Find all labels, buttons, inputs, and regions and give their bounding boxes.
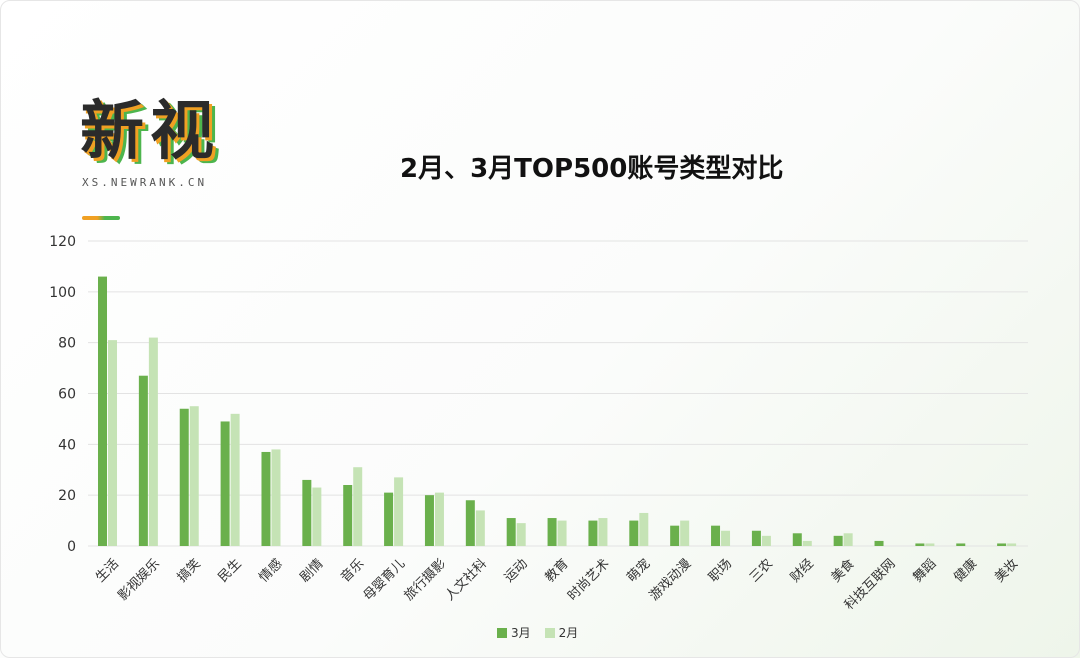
x-tick-label: 教育: [542, 556, 572, 586]
x-tick-label: 影视娱乐: [116, 556, 163, 603]
bar-2-20: [925, 543, 935, 546]
x-tick-label: 三农: [747, 556, 776, 585]
bar-3-11: [547, 518, 557, 546]
x-tick-label: 人文社科: [442, 556, 490, 604]
bar-3-17: [792, 533, 802, 546]
bar-3-18: [833, 535, 843, 546]
bar-3-12: [588, 520, 598, 546]
bar-3-15: [711, 525, 721, 546]
bar-2-9: [475, 510, 485, 546]
chart-title: 2月、3月TOP500账号类型对比: [400, 154, 784, 184]
bar-2-13: [639, 512, 649, 546]
x-tick-label: 搞笑: [174, 556, 204, 586]
bar-3-8: [424, 495, 434, 546]
bar-2-18: [843, 533, 853, 546]
y-tick-label: 60: [58, 387, 76, 403]
y-tick-label: 40: [58, 437, 76, 453]
legend-label-3: 3月: [511, 626, 531, 640]
bar-2-6: [353, 467, 363, 546]
x-tick-label: 母婴育儿: [360, 556, 408, 604]
bar-3-14: [670, 525, 680, 546]
y-tick-label: 20: [58, 488, 76, 504]
legend-item-2: 2月: [544, 624, 579, 641]
bar-3-5: [302, 479, 312, 546]
x-tick-label: 旅行摄影: [402, 556, 449, 603]
bar-2-2: [189, 406, 199, 546]
x-tick-label: 美食: [828, 556, 858, 586]
x-tick-label: 职场: [706, 556, 735, 585]
legend-swatch-2: [544, 627, 555, 638]
bar-2-17: [802, 540, 812, 546]
bar-2-7: [394, 477, 404, 546]
y-axis-ticks: 0 20 40 60 80 100 120: [49, 234, 76, 555]
bar-2-14: [680, 520, 690, 546]
x-tick-label: 剧情: [297, 556, 326, 585]
bar-3-21: [956, 543, 966, 546]
logo-subtitle: XS.NEWRANK.CN: [82, 176, 208, 189]
bar-3-13: [629, 520, 639, 546]
bars: [98, 276, 1017, 546]
bar-2-1: [148, 337, 158, 546]
legend-label-2: 2月: [558, 626, 579, 640]
bar-2-16: [761, 535, 771, 546]
bar-2-12: [598, 518, 608, 546]
y-tick-label: 80: [58, 336, 76, 352]
bar-2-5: [312, 487, 322, 546]
bar-2-8: [434, 492, 444, 546]
x-tick-label: 游戏动漫: [647, 556, 694, 603]
y-tick-label: 120: [49, 234, 76, 250]
bar-3-16: [751, 530, 761, 546]
x-tick-label: 情感: [256, 556, 286, 586]
bar-2-0: [108, 340, 117, 546]
x-tick-label: 舞蹈: [910, 556, 939, 585]
y-tick-label: 100: [49, 285, 76, 301]
bar-3-22: [997, 543, 1007, 546]
bar-3-0: [98, 276, 107, 546]
logo-wordmark: 新视: [80, 95, 220, 169]
bar-3-4: [261, 451, 271, 546]
x-tick-label: 时尚艺术: [565, 556, 612, 603]
x-tick-label: 音乐: [338, 556, 368, 586]
bar-2-3: [230, 413, 240, 546]
x-tick-label: 萌宠: [624, 556, 654, 586]
bar-3-20: [915, 543, 925, 546]
x-tick-label: 财经: [788, 556, 817, 585]
bar-3-7: [384, 492, 394, 546]
bar-2-10: [516, 523, 526, 546]
bar-3-10: [506, 518, 516, 546]
bar-2-15: [721, 530, 731, 546]
legend: 3月 2月: [497, 624, 578, 641]
x-tick-label: 健康: [951, 556, 981, 586]
bar-3-1: [138, 375, 148, 546]
bar-2-4: [271, 449, 281, 546]
x-tick-label: 美妆: [992, 556, 1021, 585]
bar-2-22: [1007, 543, 1017, 546]
bar-3-2: [179, 408, 189, 546]
bar-3-6: [343, 485, 353, 546]
bar-3-9: [465, 500, 475, 546]
legend-swatch-3: [497, 627, 507, 638]
logo-accent-bar: [82, 216, 120, 220]
y-tick-label: 0: [67, 539, 76, 555]
x-tick-label: 运动: [502, 556, 531, 585]
bar-2-11: [557, 520, 567, 546]
x-tick-label: 民生: [216, 556, 245, 585]
bar-3-3: [220, 421, 230, 546]
x-tick-label: 生活: [93, 556, 122, 585]
legend-item-3: 3月: [497, 624, 531, 641]
bar-3-19: [874, 540, 884, 546]
